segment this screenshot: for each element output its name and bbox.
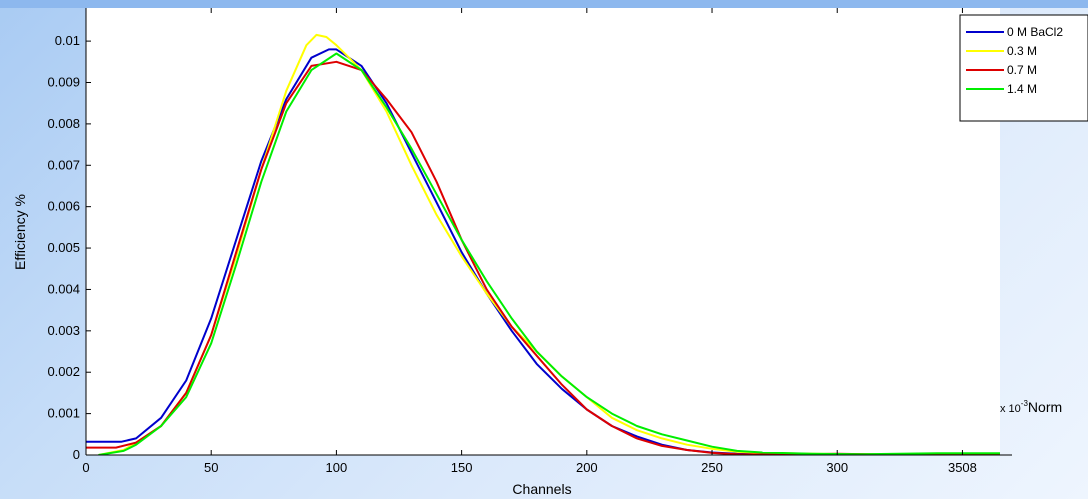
stray-exponent-label: x 10-3Norm — [1000, 399, 1062, 415]
y-tick-label: 0.003 — [47, 323, 80, 338]
x-tick-label: 100 — [326, 460, 348, 475]
stray-exponent: -3 — [1021, 399, 1029, 408]
y-axis-title: Efficiency % — [12, 194, 28, 270]
legend-label: 1.4 M — [1007, 82, 1037, 96]
x-tick-label: 200 — [576, 460, 598, 475]
x-tick-label: 300 — [826, 460, 848, 475]
legend-label: 0.7 M — [1007, 63, 1037, 77]
x-tick-label: 0 — [82, 460, 89, 475]
x-tick-label: 50 — [204, 460, 218, 475]
legend: 0 M BaCl2 0.3 M 0.7 M 1.4 M — [959, 14, 1088, 122]
x-axis-title: Channels — [512, 481, 571, 497]
y-tick-label: 0.009 — [47, 75, 80, 90]
x-tick-label: 250 — [701, 460, 723, 475]
y-tick-label: 0.006 — [47, 199, 80, 214]
svg-text:x 10-3Norm: x 10-3Norm — [1000, 399, 1062, 415]
y-tick-label: 0.007 — [47, 157, 80, 172]
stray-word: Norm — [1028, 399, 1062, 415]
y-tick-label: 0.005 — [47, 240, 80, 255]
y-tick-label: 0.002 — [47, 364, 80, 379]
x-tick-label: 3508 — [948, 460, 977, 475]
y-tick-label: 0.001 — [47, 406, 80, 421]
legend-label: 0 M BaCl2 — [1007, 25, 1063, 39]
legend-items: 0 M BaCl2 0.3 M 0.7 M 1.4 M — [966, 25, 1063, 96]
stray-multiplier: x 10 — [1000, 403, 1021, 415]
x-ticks: 0 50 100 150 200 250 300 3508 — [82, 8, 977, 475]
plot-area — [86, 8, 1000, 455]
x-tick-label: 150 — [451, 460, 473, 475]
y-tick-label: 0.004 — [47, 281, 80, 296]
y-ticks: 0 0.001 0.002 0.003 0.004 0.005 0.006 0.007 0.00… — [47, 33, 91, 462]
y-tick-label: 0.008 — [47, 116, 80, 131]
series-line-3 — [98, 52, 1000, 455]
figure-top-band — [0, 0, 1088, 8]
y-tick-label: 0 — [73, 447, 80, 462]
y-tick-label: 0.01 — [55, 33, 80, 48]
legend-label: 0.3 M — [1007, 44, 1037, 58]
